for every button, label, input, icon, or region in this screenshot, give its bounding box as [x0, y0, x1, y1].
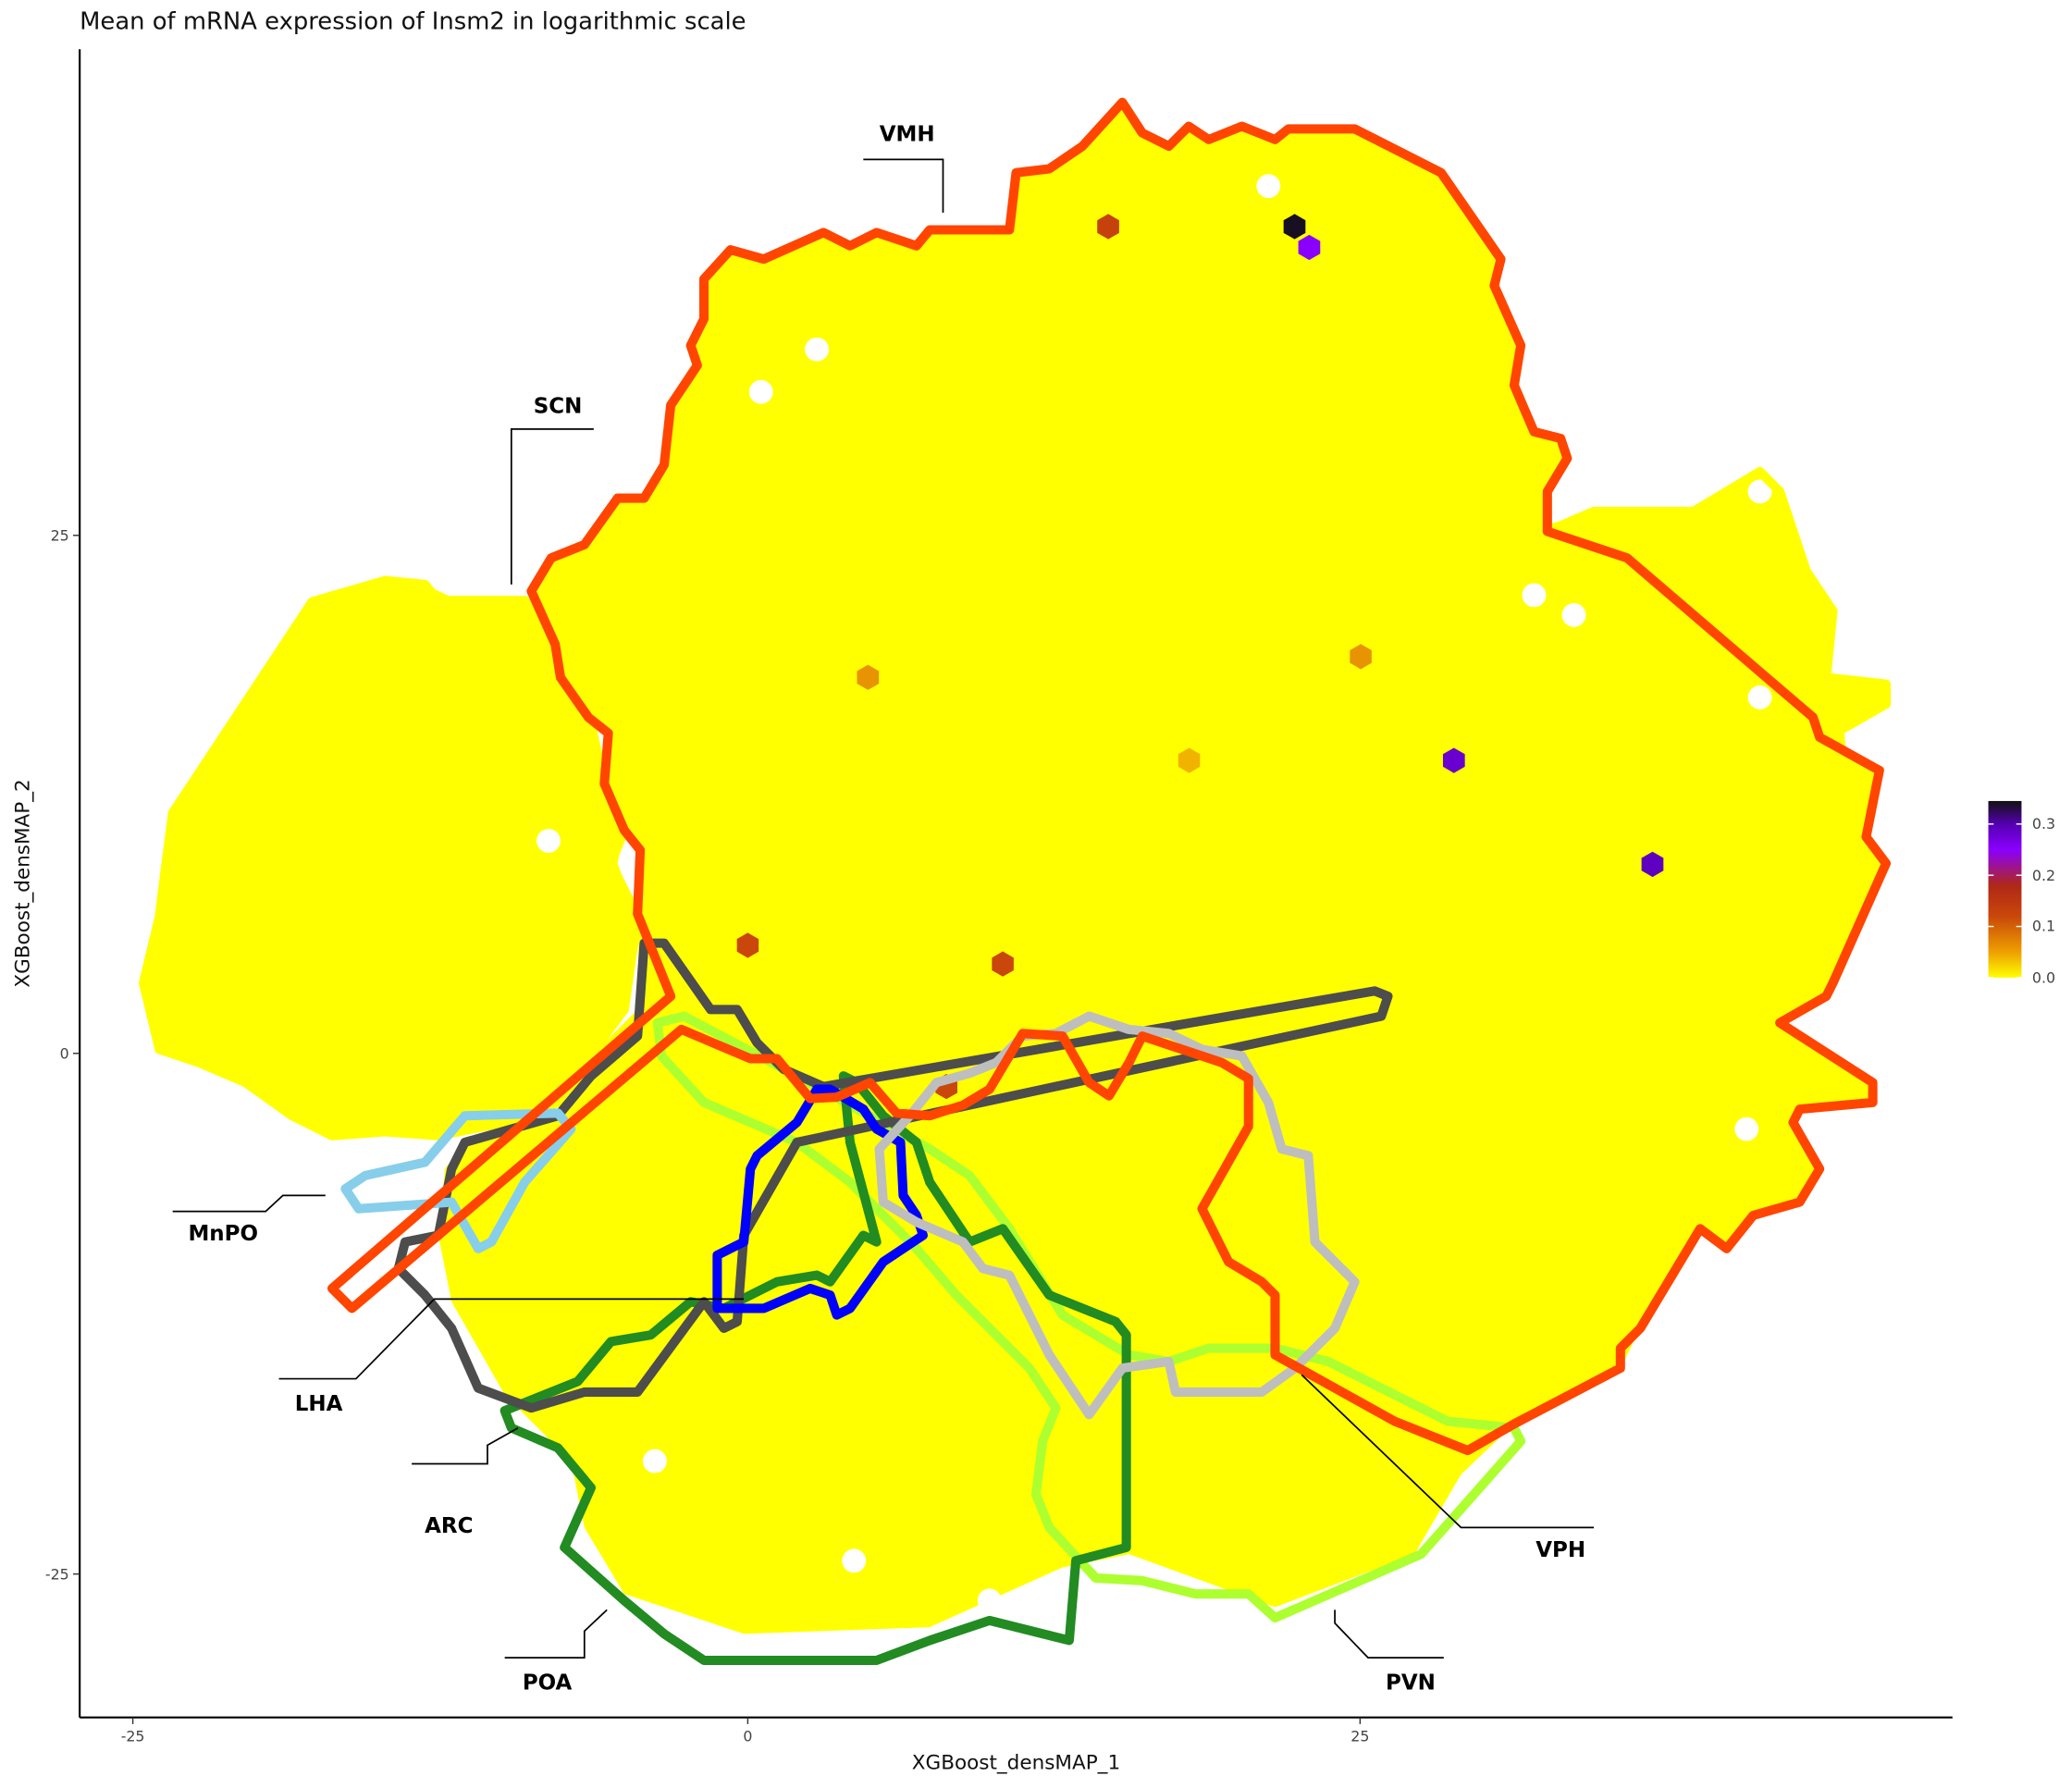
leader-vph [1301, 1374, 1595, 1529]
outline-scn-right [1542, 466, 1891, 829]
empty-hex [1747, 685, 1772, 709]
hex-bin [992, 951, 1014, 977]
highlighted-hexes [736, 214, 1664, 1100]
hex-bin [1298, 234, 1321, 261]
hex-bin [1097, 214, 1119, 240]
outline-arc [712, 1084, 928, 1320]
leader-poa [504, 1609, 608, 1659]
hex-bin [1350, 644, 1372, 670]
label-vmh: VMH [880, 122, 935, 146]
empty-hex [1522, 583, 1547, 608]
hex-bin [1283, 214, 1306, 240]
label-vph: VPH [1536, 1538, 1585, 1562]
colorbar-tick-label: 0.3 [2032, 815, 2055, 832]
empty-hex [642, 1449, 667, 1474]
x-tick-label: -25 [121, 1728, 145, 1745]
colorbar-tick-label: 0.2 [2032, 867, 2055, 884]
empty-hex [536, 829, 561, 853]
hex-fill [143, 102, 1886, 1634]
empty-hex [805, 337, 829, 362]
leader-lha [278, 1298, 745, 1380]
colorbar-tick-label: 0.1 [2032, 918, 2055, 935]
leader-scn [510, 428, 594, 585]
empty-hex [1256, 174, 1281, 199]
hex-fill-main [438, 102, 1886, 1634]
x-axis-title: XGBoost_densMAP_1 [912, 1752, 1120, 1775]
leader-vmh [863, 158, 944, 213]
leader-arc [412, 1426, 519, 1465]
label-poa: POA [523, 1671, 573, 1696]
empty-hex [977, 1588, 1002, 1613]
label-lha: LHA [295, 1392, 343, 1416]
leader-mnpo [172, 1194, 326, 1213]
hex-bin [736, 932, 759, 958]
colorbar [1988, 800, 2022, 978]
y-tick-label: 25 [51, 527, 69, 545]
y-tick-label: 0 [60, 1045, 69, 1063]
hex-bin [1178, 747, 1201, 773]
y-axis-title: XGBoost_densMAP_2 [12, 779, 35, 987]
hex-bin [1641, 851, 1664, 878]
empty-hex [842, 1548, 867, 1573]
colorbar-ticks [1988, 823, 2022, 979]
chart-title: Mean of mRNA expression of Insm2 in loga… [80, 8, 746, 36]
leader-pvn [1334, 1610, 1444, 1659]
x-tick-label: 25 [1350, 1728, 1369, 1745]
empty-hex [748, 379, 773, 404]
hex-bin [857, 664, 880, 690]
hex-bin [1442, 747, 1465, 773]
empty-hex-cells [536, 174, 1772, 1613]
label-pvn: PVN [1386, 1671, 1436, 1696]
empty-hex [1747, 479, 1772, 504]
y-ticks [72, 535, 80, 1575]
label-scn: SCN [534, 395, 583, 419]
label-mnpo: MnPO [188, 1222, 258, 1246]
outline-vmh [327, 97, 1891, 1456]
colorbar-tick-label: 0.0 [2032, 969, 2055, 987]
label-arc: ARC [425, 1514, 473, 1538]
empty-hex [1561, 603, 1586, 627]
hex-fill-left [143, 580, 638, 1136]
x-tick-label: 0 [743, 1728, 752, 1745]
y-tick-label: -25 [45, 1565, 69, 1583]
empty-hex [1734, 1116, 1759, 1141]
x-ticks [131, 1717, 1362, 1724]
outline-poa [500, 1071, 1131, 1665]
